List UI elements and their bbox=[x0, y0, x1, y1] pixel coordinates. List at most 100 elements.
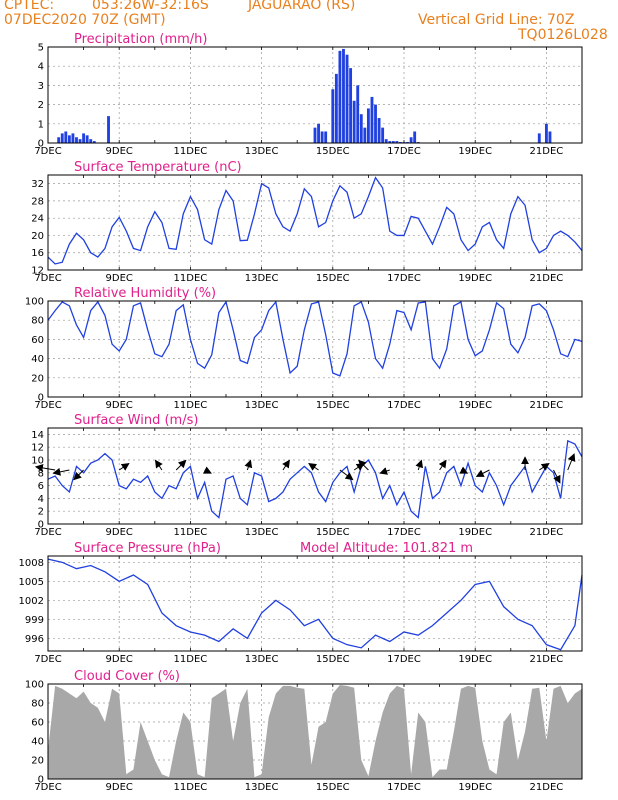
wind-vector-arrow bbox=[358, 459, 369, 471]
panel-frame bbox=[47, 46, 583, 144]
wind-vector-arrow bbox=[175, 459, 187, 471]
wind-vector-arrow bbox=[415, 459, 424, 471]
x-tick-label: 15DEC bbox=[316, 782, 350, 793]
precip-bar bbox=[548, 131, 552, 143]
x-tick-label: 13DEC bbox=[245, 654, 279, 665]
precip-bar bbox=[352, 100, 356, 143]
wind-vector-arrow bbox=[244, 459, 253, 471]
wind-vector-arrow bbox=[475, 469, 490, 477]
wind-panel: 0 2 4 6 810 12 14 7DEC 9DEC 11DEC 13DEC 15DEC 17DEC 1… bbox=[31, 413, 583, 538]
wind-vector-arrow bbox=[379, 467, 390, 475]
y-tick-label: 20 bbox=[31, 756, 44, 767]
x-tick-label: 19DEC bbox=[458, 654, 492, 665]
precipitation-panel: 0 1 2 3 4 5 7DEC 9DEC 11DEC 13DEC 15DEC 17DEC 19DEC 2… bbox=[34, 32, 583, 157]
x-tick-label: 11DEC bbox=[174, 527, 208, 538]
y-tick-label: 32 bbox=[31, 179, 44, 190]
y-tick-label: 4 bbox=[38, 62, 44, 73]
x-tick-label: 11DEC bbox=[174, 400, 208, 411]
precip-bar bbox=[64, 131, 68, 143]
y-tick-label: 40 bbox=[31, 354, 44, 365]
pressure-line bbox=[47, 558, 583, 651]
x-tick-label: 9DEC bbox=[106, 527, 133, 538]
date-label: 07DEC2020 70Z (GMT) bbox=[4, 12, 166, 28]
x-tick-label: 13DEC bbox=[245, 400, 279, 411]
humidity-panel: 0 20 40 60 80 100 7DEC 9DEC 11DEC 13DEC 15DEC 17DEC… bbox=[25, 286, 583, 411]
x-tick-label: 17DEC bbox=[387, 527, 421, 538]
x-tick-label: 7DEC bbox=[34, 782, 61, 793]
pressure-title: Surface Pressure (hPa) bbox=[74, 541, 221, 556]
precip-bar bbox=[60, 133, 64, 143]
wind-vector-arrow bbox=[282, 459, 290, 471]
wind-vector-arrow bbox=[34, 464, 56, 472]
precip-bar bbox=[107, 116, 110, 143]
precip-bar bbox=[395, 141, 399, 143]
precip-bar bbox=[92, 141, 96, 143]
x-tick-label: 7DEC bbox=[34, 654, 61, 665]
x-tick-label: 11DEC bbox=[174, 654, 208, 665]
y-tick-label: 24 bbox=[31, 214, 44, 225]
x-tick-label: 9DEC bbox=[106, 400, 133, 411]
precip-bar bbox=[345, 54, 349, 143]
precip-bar bbox=[409, 137, 413, 143]
x-tick-label: 13DEC bbox=[245, 273, 279, 284]
precip-bar bbox=[413, 131, 417, 143]
precip-bar bbox=[342, 48, 345, 143]
y-tick-label: 1008 bbox=[19, 558, 44, 569]
y-tick-label: 14 bbox=[31, 430, 44, 441]
y-tick-label: 1002 bbox=[19, 596, 44, 607]
y-tick-label: 3 bbox=[38, 81, 44, 92]
org-label: CPTEC: bbox=[4, 0, 55, 13]
precip-bar bbox=[71, 133, 75, 143]
precip-bar bbox=[67, 135, 71, 143]
panel-frame bbox=[47, 555, 583, 652]
precip-bar bbox=[82, 133, 86, 143]
x-tick-label: 21DEC bbox=[530, 400, 564, 411]
y-tick-label: 0 bbox=[38, 775, 44, 786]
x-tick-label: 21DEC bbox=[530, 782, 564, 793]
y-tick-label: 0 bbox=[38, 393, 44, 404]
precip-bar bbox=[89, 139, 93, 143]
y-tick-label: 20 bbox=[31, 231, 44, 242]
panel-frame bbox=[47, 174, 583, 271]
precip-bar bbox=[356, 85, 360, 143]
x-tick-label: 11DEC bbox=[174, 146, 208, 157]
precip-bar bbox=[57, 137, 61, 143]
precip-bar bbox=[78, 139, 82, 143]
y-tick-label: 0 bbox=[38, 520, 44, 531]
precip-bar bbox=[313, 127, 317, 143]
y-tick-label: 999 bbox=[25, 615, 44, 626]
y-tick-label: 5 bbox=[38, 43, 44, 54]
x-tick-label: 7DEC bbox=[34, 146, 61, 157]
x-tick-label: 21DEC bbox=[530, 146, 564, 157]
temperature-line bbox=[47, 176, 583, 265]
x-tick-label: 11DEC bbox=[174, 273, 208, 284]
pressure-panel: 996 999 1002 1005 1008 7DEC 9DEC 11DEC 13DEC 15DE… bbox=[19, 541, 583, 665]
wind-vector-arrow bbox=[308, 463, 319, 471]
y-tick-label: 4 bbox=[38, 494, 44, 505]
x-tick-label: 17DEC bbox=[387, 146, 421, 157]
wind-vector-arrow bbox=[73, 469, 84, 481]
wind-vector-arrow bbox=[52, 467, 70, 476]
wind-vector-arrow bbox=[202, 466, 212, 474]
x-tick-label: 9DEC bbox=[106, 273, 133, 284]
x-tick-label: 9DEC bbox=[106, 146, 133, 157]
x-tick-label: 7DEC bbox=[34, 400, 61, 411]
x-tick-label: 13DEC bbox=[245, 782, 279, 793]
x-tick-label: 9DEC bbox=[106, 782, 133, 793]
precip-bar bbox=[334, 73, 338, 143]
y-tick-label: 996 bbox=[25, 634, 44, 645]
x-tick-label: 21DEC bbox=[530, 527, 564, 538]
y-tick-label: 1 bbox=[38, 119, 44, 130]
y-tick-label: 28 bbox=[31, 196, 44, 207]
y-tick-label: 80 bbox=[31, 699, 44, 710]
x-tick-label: 15DEC bbox=[316, 654, 350, 665]
x-tick-label: 7DEC bbox=[34, 527, 61, 538]
precip-bar bbox=[366, 108, 370, 143]
precip-bar bbox=[320, 131, 324, 143]
model-code-label: TQ0126L028 bbox=[518, 27, 608, 43]
x-tick-label: 19DEC bbox=[458, 527, 492, 538]
wind-vector-arrow bbox=[567, 453, 576, 471]
precip-bar bbox=[544, 123, 548, 143]
x-tick-label: 15DEC bbox=[316, 400, 350, 411]
